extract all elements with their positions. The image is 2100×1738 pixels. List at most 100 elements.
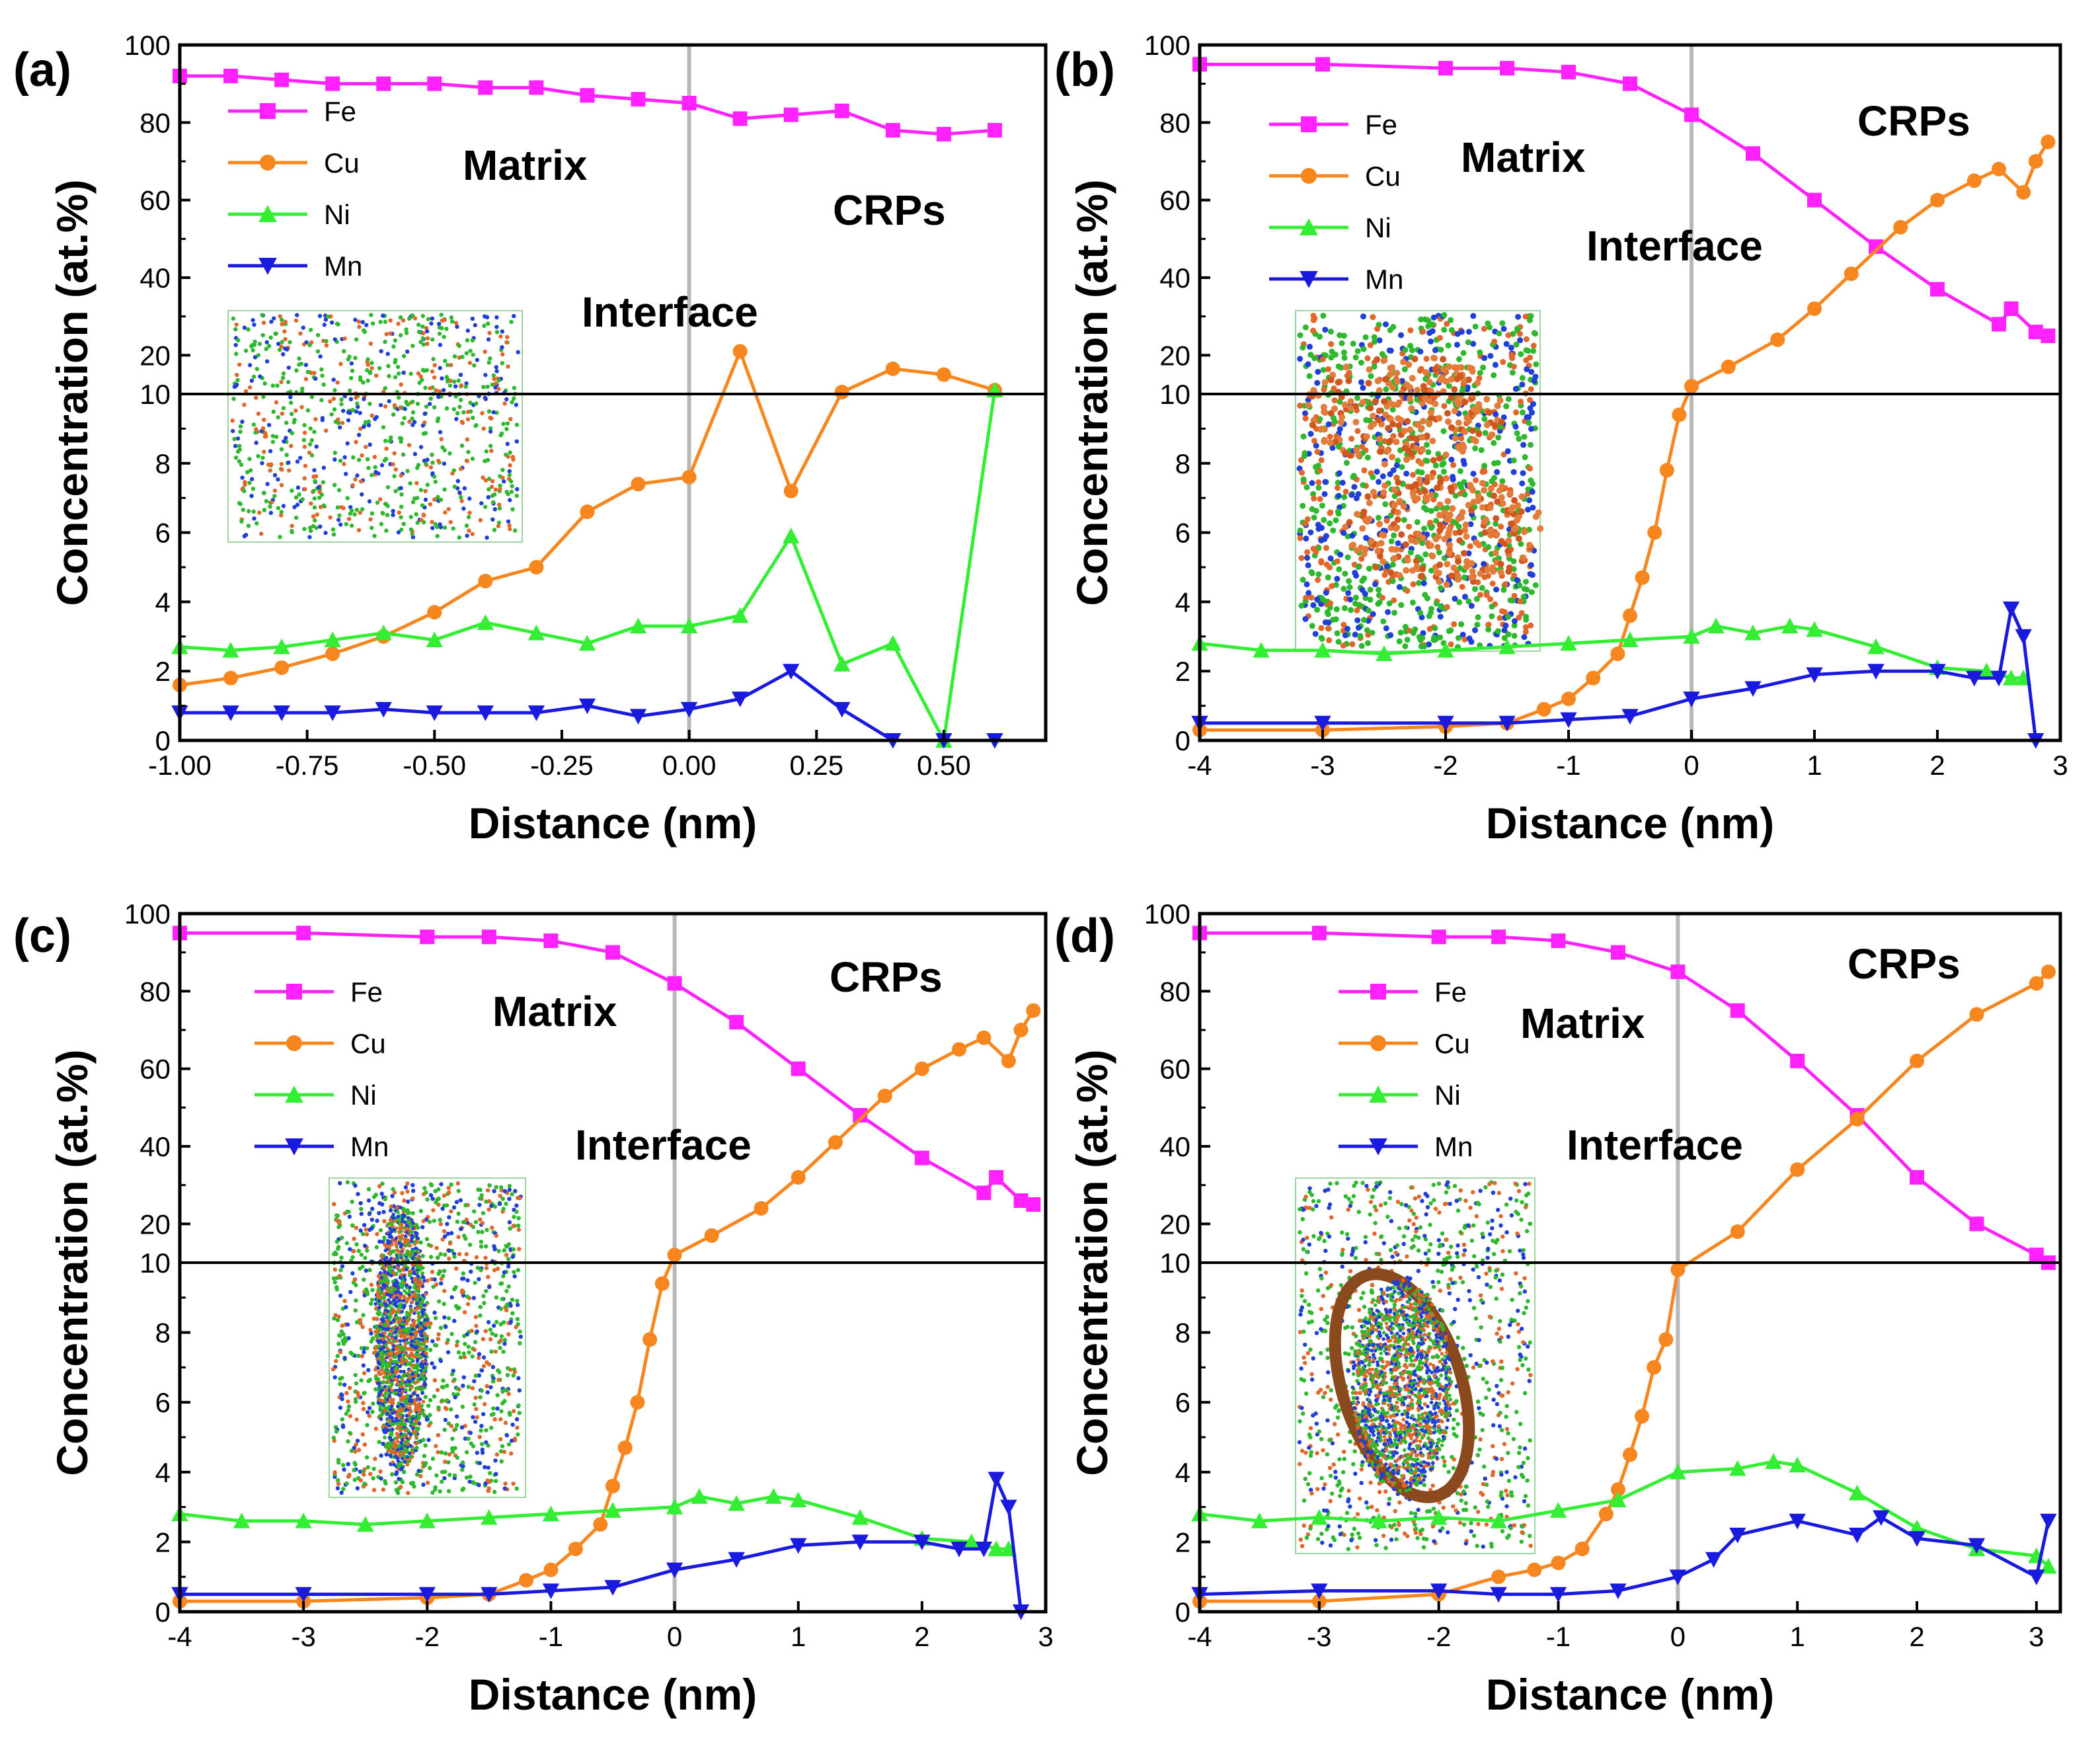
x-tick-label: -4	[1187, 1621, 1212, 1652]
data-point	[519, 1573, 533, 1588]
data-point	[1721, 359, 1736, 374]
data-point	[604, 1502, 621, 1518]
data-point	[222, 642, 239, 658]
data-point	[975, 1541, 993, 1558]
legend-marker	[1300, 218, 1318, 235]
data-point	[951, 1541, 968, 1558]
data-point	[1001, 1053, 1016, 1068]
data-point	[853, 1108, 868, 1123]
data-point	[783, 107, 798, 122]
y-tick-label: 20	[139, 340, 171, 371]
x-tick-label: -2	[1426, 1621, 1451, 1652]
data-point	[976, 1185, 992, 1201]
y-tick-label: 8	[155, 1318, 171, 1349]
data-point	[1683, 691, 1700, 707]
data-point	[1806, 621, 1823, 637]
y-tick-label: 2	[1175, 656, 1190, 687]
data-point	[1765, 1453, 1782, 1469]
data-point	[376, 76, 391, 91]
data-point	[783, 483, 798, 498]
data-point	[1623, 1447, 1637, 1462]
data-point	[427, 605, 442, 620]
data-point	[728, 1552, 745, 1568]
y-tick-label: 0	[155, 1597, 171, 1628]
data-point	[1968, 1538, 1986, 1554]
data-point	[1744, 624, 1762, 641]
series-fe	[1192, 57, 2056, 343]
data-point	[1867, 638, 1885, 654]
data-point	[1623, 76, 1637, 91]
region-annotation: Matrix	[1461, 134, 1586, 181]
data-point	[1314, 715, 1331, 732]
data-point	[375, 701, 392, 718]
data-point	[1869, 239, 1883, 255]
y-tick-label: 2	[155, 1526, 171, 1558]
data-point	[1311, 1583, 1328, 1599]
data-point	[1683, 628, 1700, 644]
data-point	[580, 504, 595, 520]
data-point	[1930, 192, 1945, 208]
legend-marker	[258, 205, 277, 222]
y-tick-label: 4	[155, 586, 171, 617]
data-point	[1969, 1007, 1984, 1022]
chart-panel: (c) 0 2 4 6 8 10 20 40 60 80 100 -4 -3 -2 -1 0 1 2 3 Distanc…	[13, 898, 1054, 1719]
data-point	[1013, 1193, 1029, 1208]
panel-label: (c)	[13, 910, 71, 963]
data-point	[1437, 715, 1454, 732]
data-point	[1848, 1484, 1866, 1501]
legend-marker	[285, 1138, 303, 1156]
data-point	[296, 926, 311, 941]
data-point	[1013, 1023, 1029, 1037]
data-point	[680, 701, 698, 718]
data-point	[2002, 670, 2020, 686]
data-point	[704, 1228, 719, 1243]
legend-entry: Mn	[350, 1131, 389, 1162]
data-point	[1490, 1513, 1507, 1528]
data-point	[1992, 317, 2006, 332]
data-point	[1551, 933, 1566, 949]
data-point	[527, 624, 545, 641]
data-point	[1867, 664, 1885, 680]
x-tick-label: 2	[914, 1621, 929, 1652]
data-point	[1623, 608, 1637, 623]
data-point	[731, 691, 749, 707]
legend-marker	[1370, 1035, 1386, 1051]
data-point	[1930, 282, 1945, 297]
data-point	[828, 1135, 843, 1150]
y-tick-label: 20	[1159, 340, 1190, 371]
data-point	[1770, 332, 1785, 347]
data-point	[631, 477, 646, 492]
legend: Fe Cu Ni Mn	[1339, 976, 1473, 1162]
data-point	[1730, 1224, 1745, 1240]
x-tick-label: 0.25	[789, 750, 843, 781]
legend: Fe Cu Ni Mn	[1269, 109, 1403, 295]
legend-entry: Ni	[1365, 212, 1391, 243]
data-point	[1707, 617, 1725, 634]
data-point	[963, 1533, 980, 1550]
data-point	[1610, 1491, 1627, 1508]
data-point	[1992, 161, 2006, 177]
data-point	[681, 96, 697, 110]
data-point	[1789, 1456, 1806, 1473]
data-point	[1705, 1552, 1723, 1568]
data-point	[1744, 681, 1762, 697]
legend-entry: Fe	[1365, 109, 1397, 140]
data-point	[790, 1538, 807, 1554]
series-mn	[1191, 601, 2044, 749]
region-annotation: CRPs	[833, 186, 946, 234]
legend-entry: Fe	[1434, 976, 1467, 1007]
data-point	[529, 560, 544, 574]
x-axis-label: Distance (nm)	[1486, 1670, 1774, 1719]
data-point	[426, 631, 443, 648]
data-point	[914, 1061, 929, 1076]
data-point	[481, 1587, 498, 1603]
y-tick-label: 2	[155, 656, 171, 687]
data-point	[1560, 635, 1577, 651]
data-point	[477, 614, 494, 630]
data-point	[274, 660, 290, 675]
data-point	[732, 111, 748, 126]
series-line	[1200, 931, 2050, 1265]
data-point	[223, 670, 239, 686]
x-axis-label: Distance (nm)	[1486, 799, 1774, 848]
data-point	[1670, 965, 1686, 979]
